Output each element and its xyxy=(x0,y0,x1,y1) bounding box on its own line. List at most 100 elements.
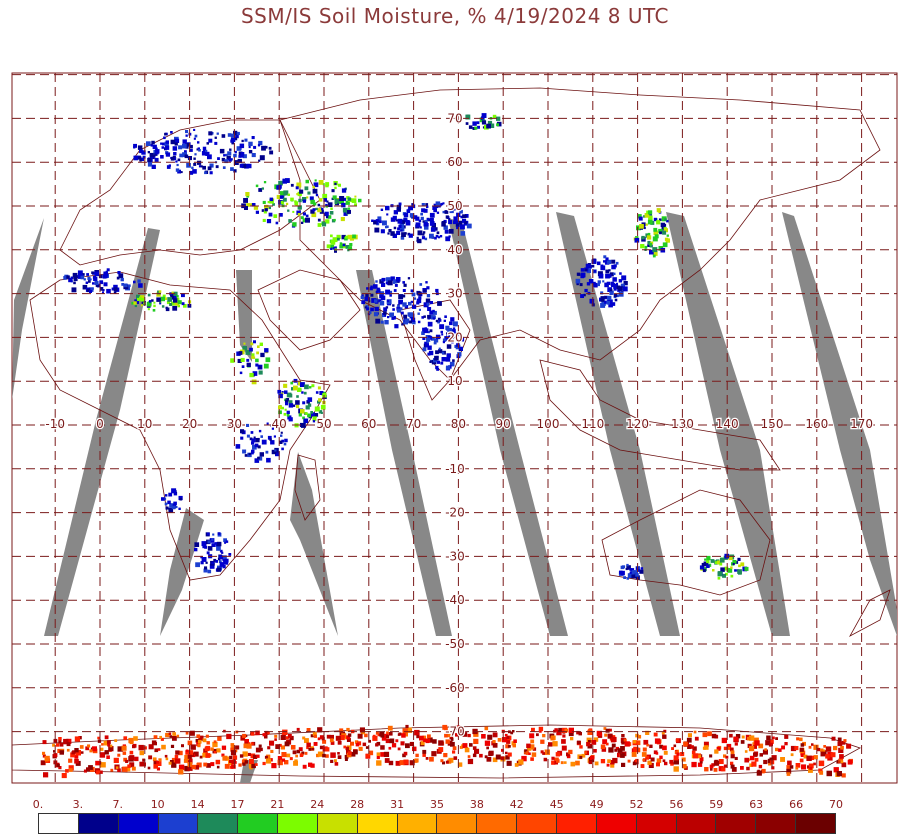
moisture-pixel xyxy=(584,268,588,272)
moisture-pixel xyxy=(271,763,277,769)
moisture-pixel xyxy=(588,264,592,269)
longitude-label: 170 xyxy=(850,417,873,431)
moisture-pixel xyxy=(410,317,416,323)
moisture-pixel xyxy=(662,734,667,739)
moisture-pixel xyxy=(329,244,335,250)
moisture-pixel xyxy=(312,732,317,737)
legend-color-swatch xyxy=(636,814,677,833)
moisture-pixel xyxy=(525,751,530,755)
moisture-pixel xyxy=(250,731,255,736)
moisture-pixel xyxy=(763,759,768,765)
moisture-pixel xyxy=(383,751,390,757)
moisture-pixel xyxy=(648,210,653,215)
moisture-pixel xyxy=(81,751,84,754)
moisture-pixel xyxy=(132,744,136,749)
moisture-pixel xyxy=(641,235,645,240)
moisture-pixel xyxy=(717,560,721,565)
moisture-pixel xyxy=(661,216,667,222)
moisture-pixel xyxy=(264,730,269,735)
moisture-pixel xyxy=(215,759,221,765)
moisture-pixel xyxy=(386,735,390,739)
moisture-pixel xyxy=(725,755,729,759)
moisture-pixel xyxy=(298,413,302,417)
moisture-pixel xyxy=(85,281,89,284)
moisture-pixel xyxy=(753,752,758,757)
moisture-pixel xyxy=(206,142,209,145)
moisture-pixel xyxy=(820,751,826,757)
moisture-pixel xyxy=(768,762,772,766)
moisture-pixel xyxy=(168,492,173,497)
moisture-pixel xyxy=(707,731,712,737)
moisture-pixel xyxy=(647,240,651,245)
moisture-pixel xyxy=(315,207,318,211)
moisture-pixel xyxy=(552,741,558,747)
moisture-pixel xyxy=(448,228,454,234)
moisture-pixel xyxy=(365,753,370,758)
moisture-pixel xyxy=(637,569,641,572)
moisture-pixel xyxy=(160,296,165,302)
moisture-pixel xyxy=(686,737,692,743)
moisture-pixel xyxy=(246,743,252,749)
moisture-pixel xyxy=(794,746,799,751)
moisture-pixel xyxy=(645,223,648,226)
moisture-pixel xyxy=(123,283,128,288)
latitude-label: 70 xyxy=(447,111,462,125)
moisture-pixel xyxy=(69,768,73,772)
moisture-pixel xyxy=(407,277,411,280)
moisture-pixel xyxy=(242,751,248,757)
moisture-pixel xyxy=(217,736,222,741)
moisture-pixel xyxy=(387,725,393,731)
moisture-pixel xyxy=(632,740,637,744)
moisture-pixel xyxy=(730,761,734,765)
moisture-pixel xyxy=(646,743,649,747)
moisture-pixel xyxy=(400,219,406,224)
moisture-pixel xyxy=(292,404,296,407)
moisture-pixel xyxy=(148,755,153,760)
moisture-pixel xyxy=(827,752,833,758)
moisture-pixel xyxy=(458,729,462,734)
moisture-pixel xyxy=(286,414,290,417)
moisture-pixel xyxy=(345,235,349,239)
moisture-pixel xyxy=(653,230,659,236)
moisture-pixel xyxy=(193,751,199,757)
moisture-pixel xyxy=(625,568,628,571)
moisture-pixel xyxy=(99,280,104,285)
moisture-pixel xyxy=(442,338,447,342)
moisture-pixel xyxy=(597,283,600,287)
moisture-pixel xyxy=(40,760,46,766)
moisture-pixel xyxy=(327,202,333,207)
moisture-pixel xyxy=(237,158,242,164)
moisture-pixel xyxy=(303,391,307,395)
moisture-pixel xyxy=(179,153,183,158)
moisture-pixel xyxy=(714,749,719,754)
moisture-pixel xyxy=(212,533,215,536)
moisture-pixel xyxy=(615,261,619,265)
moisture-pixel xyxy=(381,277,386,282)
moisture-pixel xyxy=(317,400,321,404)
moisture-pixel xyxy=(457,762,463,767)
moisture-pixel xyxy=(122,766,128,772)
moisture-pixel xyxy=(322,739,327,744)
moisture-pixel xyxy=(175,750,180,755)
moisture-pixel xyxy=(190,744,196,750)
moisture-pixel xyxy=(427,314,431,319)
moisture-pixel xyxy=(330,247,333,250)
moisture-pixel xyxy=(151,740,157,745)
moisture-pixel xyxy=(420,741,425,746)
moisture-pixel xyxy=(473,738,479,744)
moisture-pixel xyxy=(171,488,177,494)
moisture-pixel xyxy=(68,765,74,771)
moisture-pixel xyxy=(319,391,324,395)
moisture-pixel xyxy=(721,767,726,772)
moisture-pixel xyxy=(661,731,665,735)
moisture-pixel xyxy=(235,444,241,449)
moisture-pixel xyxy=(460,726,464,731)
moisture-pixel xyxy=(787,760,792,766)
moisture-pixel xyxy=(529,733,535,739)
moisture-pixel xyxy=(332,195,337,200)
moisture-pixel xyxy=(449,735,454,739)
moisture-pixel xyxy=(85,746,90,751)
moisture-pixel xyxy=(505,744,510,749)
moisture-pixel xyxy=(314,179,317,182)
